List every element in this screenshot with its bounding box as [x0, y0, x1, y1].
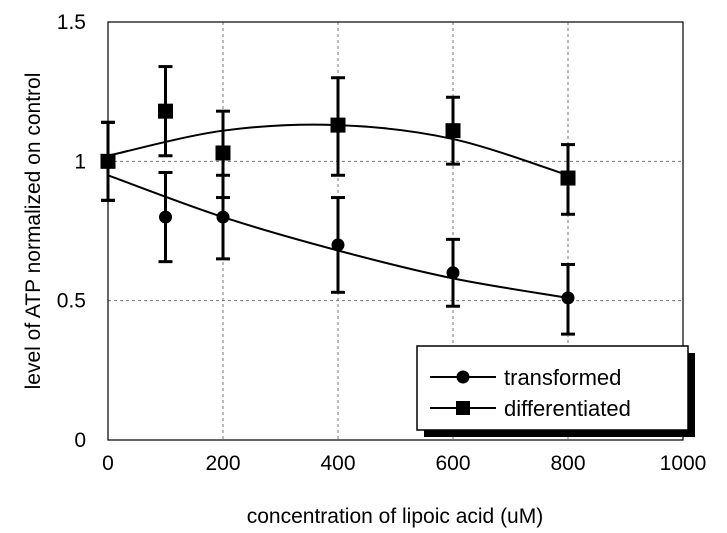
x-tick-label: 200 [205, 452, 240, 475]
plot-frame [107, 21, 684, 441]
data-point-differentiated [215, 145, 231, 161]
x-axis-title: concentration of lipoic acid (uM) [247, 505, 543, 528]
legend-marker-differentiated [456, 401, 470, 415]
x-tick-label: 400 [320, 452, 355, 475]
ticks-layer: 0 200 400 600 800 1000 0 0.5 1 1.5 [57, 11, 707, 475]
legend-box [416, 345, 689, 431]
y-axis-title: level of ATP normalized on control [22, 73, 45, 390]
data-point-differentiated [445, 123, 461, 139]
series-layer [100, 65, 576, 336]
data-point-transformed [159, 210, 172, 224]
data-point-transformed [561, 291, 575, 305]
x-tick-label: 1000 [660, 452, 707, 475]
legend-label-differentiated: differentiated [504, 396, 631, 421]
x-tick-label: 800 [550, 452, 585, 475]
legend-label-transformed: transformed [504, 365, 621, 390]
y-tick-label: 0.5 [57, 290, 86, 313]
data-point-transformed [216, 210, 230, 224]
data-point-differentiated [560, 170, 576, 186]
y-tick-label: 0 [74, 429, 86, 452]
data-point-differentiated [158, 103, 173, 119]
x-tick-label: 0 [102, 452, 114, 475]
data-point-differentiated [330, 117, 346, 133]
data-point-transformed [331, 238, 345, 252]
data-point-transformed [446, 266, 460, 280]
y-tick-label: 1 [74, 150, 86, 173]
y-tick-label: 1.5 [57, 11, 86, 34]
legend-marker-transformed [456, 370, 470, 384]
legend: transformed differentiated [416, 345, 695, 437]
x-tick-label: 600 [435, 452, 470, 475]
